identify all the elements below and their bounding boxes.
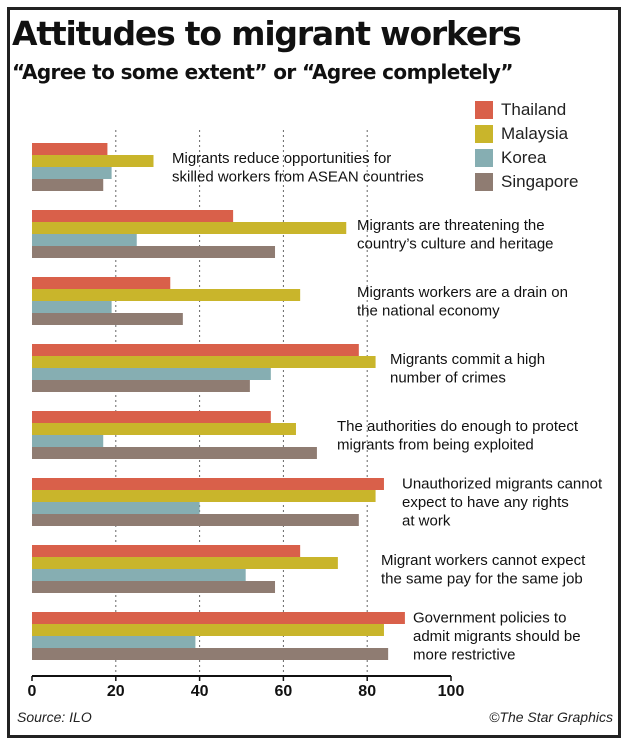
bar-thailand-4 (32, 344, 359, 356)
bar-singapore-7 (32, 581, 276, 593)
category-label-2: Migrants are threatening the country’s cu… (357, 217, 554, 253)
legend-item-malaysia: Malaysia (475, 122, 579, 146)
category-label-1: Migrants reduce opportunities for skilled… (172, 150, 424, 186)
x-tick-label-60: 60 (275, 683, 293, 700)
legend-swatch-malaysia (475, 125, 493, 143)
legend-item-korea: Korea (475, 146, 579, 170)
bar-malaysia-1 (32, 155, 154, 167)
bar-malaysia-7 (32, 557, 338, 569)
chart-title: Attitudes to migrant workers (12, 14, 522, 53)
bar-korea-8 (32, 636, 196, 648)
legend-label-korea: Korea (501, 148, 547, 167)
bar-singapore-8 (32, 648, 389, 660)
category-label-line: Migrants commit a high (390, 351, 545, 368)
bar-thailand-8 (32, 612, 405, 624)
bar-malaysia-3 (32, 289, 301, 301)
legend-item-thailand: Thailand (475, 98, 579, 122)
bar-thailand-1 (32, 143, 108, 155)
legend: Thailand Malaysia Korea Singapore (475, 98, 579, 194)
bar-korea-3 (32, 301, 112, 313)
category-label-7: Migrant workers cannot expect the same pa… (381, 552, 586, 588)
category-label-line: skilled workers from ASEAN countries (172, 168, 424, 185)
bar-thailand-2 (32, 210, 234, 222)
category-label-line: at work (402, 513, 451, 530)
bar-korea-5 (32, 435, 104, 447)
legend-label-singapore: Singapore (501, 172, 579, 191)
category-label-line: more restrictive (413, 647, 516, 664)
bar-singapore-4 (32, 380, 250, 392)
x-tick-label-80: 80 (358, 683, 376, 700)
bar-singapore-1 (32, 179, 104, 191)
bar-thailand-5 (32, 411, 271, 423)
category-label-line: expect to have any rights (402, 494, 569, 511)
legend-swatch-singapore (475, 173, 493, 191)
x-tick-label-20: 20 (107, 683, 125, 700)
bar-thailand-3 (32, 277, 171, 289)
bar-singapore-3 (32, 313, 183, 325)
legend-swatch-thailand (475, 101, 493, 119)
legend-label-malaysia: Malaysia (501, 124, 569, 143)
chart-subtitle: “Agree to some extent” or “Agree complet… (12, 60, 514, 84)
credit-note: ©The Star Graphics (489, 709, 613, 725)
legend-label-thailand: Thailand (501, 100, 567, 119)
category-label-line: migrants from being exploited (337, 436, 534, 453)
legend-swatch-korea (475, 149, 493, 167)
category-label-line: country’s culture and heritage (357, 235, 554, 252)
category-label-line: admit migrants should be (413, 628, 581, 645)
category-label-8: Government policies to admit migrants sho… (413, 610, 581, 664)
bar-malaysia-2 (32, 222, 347, 234)
bar-singapore-6 (32, 514, 359, 526)
bar-malaysia-8 (32, 624, 384, 636)
bar-korea-1 (32, 167, 112, 179)
category-label-line: Government policies to (413, 610, 566, 627)
source-note: Source: ILO (17, 709, 92, 725)
category-label-line: number of crimes (390, 369, 506, 386)
category-label-4: Migrants commit a high number of crimes (390, 351, 545, 387)
category-label-line: the national economy (357, 302, 500, 319)
category-label-line: Unauthorized migrants cannot (402, 476, 603, 493)
category-label-line: Migrant workers cannot expect (381, 552, 586, 569)
bar-korea-2 (32, 234, 137, 246)
category-label-line: Migrants are threatening the (357, 217, 545, 234)
legend-item-singapore: Singapore (475, 170, 579, 194)
bar-malaysia-5 (32, 423, 296, 435)
bar-singapore-2 (32, 246, 276, 258)
bar-korea-4 (32, 368, 271, 380)
bar-korea-6 (32, 502, 200, 514)
category-label-line: the same pay for the same job (381, 570, 583, 587)
bar-malaysia-6 (32, 490, 376, 502)
category-label-3: Migrants workers are a drain on the natio… (357, 284, 568, 320)
x-tick-label-40: 40 (191, 683, 209, 700)
bar-singapore-5 (32, 447, 317, 459)
category-label-line: Migrants reduce opportunities for (172, 150, 391, 167)
x-tick-label-0: 0 (28, 683, 37, 700)
bar-thailand-7 (32, 545, 301, 557)
category-label-5: The authorities do enough to protect migr… (337, 418, 579, 454)
category-label-line: The authorities do enough to protect (337, 418, 579, 435)
bar-korea-7 (32, 569, 246, 581)
category-label-6: Unauthorized migrants cannot expect to ha… (402, 476, 603, 530)
bar-malaysia-4 (32, 356, 376, 368)
x-tick-label-100: 100 (438, 683, 465, 700)
category-label-line: Migrants workers are a drain on (357, 284, 568, 301)
bar-thailand-6 (32, 478, 384, 490)
